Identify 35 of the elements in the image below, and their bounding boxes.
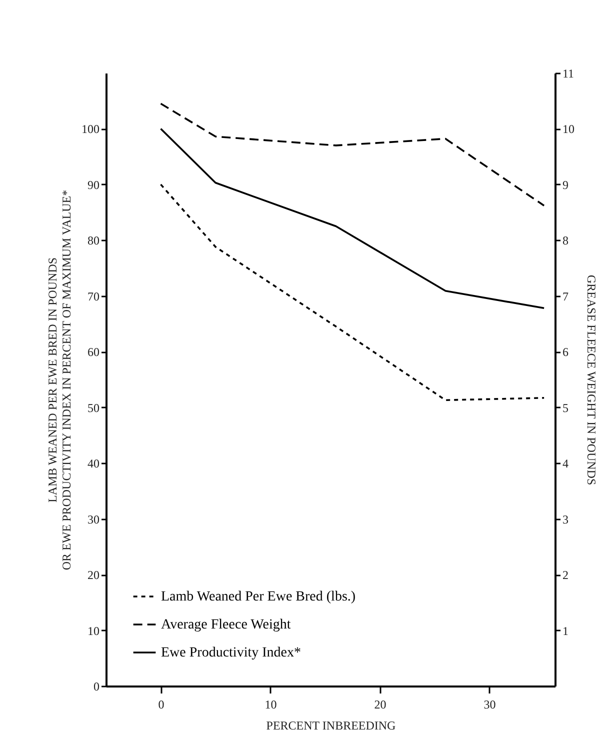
y-tick-label: 30 <box>88 512 100 526</box>
x-tick-label: 10 <box>264 698 277 712</box>
y2-tick-label: 3 <box>562 512 568 526</box>
y2-tick-label: 11 <box>562 66 574 80</box>
y-tick-label: 50 <box>88 400 100 415</box>
y2-tick-label: 4 <box>562 456 568 471</box>
y-tick-label: 80 <box>88 234 100 248</box>
y2-tick-label: 7 <box>562 289 568 304</box>
y-tick-label: 0 <box>94 680 100 694</box>
legend-label: Lamb Weaned Per Ewe Bred (lbs.) <box>161 590 356 604</box>
x-tick-label: 0 <box>158 698 164 712</box>
y2-tick-label: 6 <box>562 345 568 360</box>
line-series <box>160 184 545 402</box>
y-tick-label: 40 <box>88 456 100 471</box>
y2-tick-label: 2 <box>562 568 568 582</box>
x-tick-label: 20 <box>374 698 386 712</box>
y-tick-label: 10 <box>88 624 100 638</box>
y-tick-label: 90 <box>88 178 100 192</box>
legend-label: Ewe Productivity Index* <box>161 646 301 660</box>
y2-tick-label: 9 <box>562 178 568 192</box>
y2-tick-label: 10 <box>562 122 574 136</box>
y-axis-title: LAMB WEANED PER EWE BRED IN POUNDS OR EWE PRODUCTIVITY INDEX IN PERCENT OF MAXIMUM VALUE* <box>46 190 74 570</box>
line-series <box>160 102 545 207</box>
line-series <box>160 128 545 310</box>
x-tick-label: 30 <box>484 698 496 712</box>
y-tick-label: 100 <box>82 122 100 136</box>
y-tick-label: 60 <box>88 345 100 360</box>
x-axis-title: PERCENT INBREEDING <box>266 718 396 732</box>
y-tick-label: 70 <box>88 289 100 304</box>
legend-label: Average Fleece Weight <box>161 618 291 632</box>
y-tick-label: 20 <box>88 568 100 582</box>
y2-tick-label: 5 <box>562 400 568 415</box>
y2-tick-label: 8 <box>562 234 568 248</box>
y2-tick-label: 1 <box>562 624 568 638</box>
y2-axis-title: GREASE FLEECE WEIGHT IN POUNDS <box>584 274 598 486</box>
